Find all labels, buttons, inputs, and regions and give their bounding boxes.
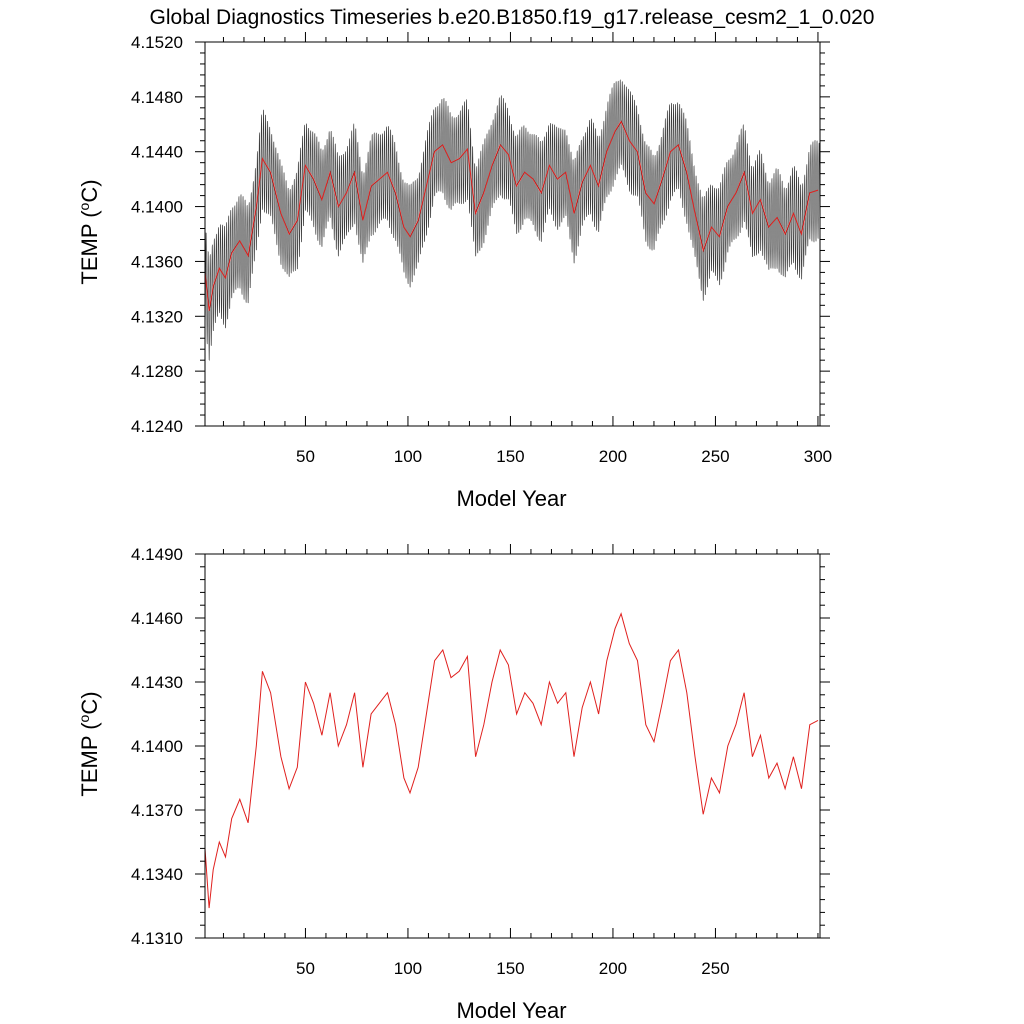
y-axis-label-superscript: o — [76, 714, 92, 722]
y-axis-label-unit: C) — [77, 179, 102, 202]
x-tick-label: 100 — [394, 959, 422, 978]
x-tick-label: 50 — [296, 959, 315, 978]
y-axis-label-unit: C) — [77, 691, 102, 714]
bottom-panel: 50 100 150 200 250 4.1310 4.1340 4.1370 4.1400 4.… — [76, 544, 830, 1023]
y-tick-label: 4.1360 — [131, 252, 183, 271]
x-tick-label: 50 — [296, 447, 315, 466]
annual-mean-line — [204, 612, 819, 909]
y-axis-label-superscript: o — [76, 202, 92, 210]
y-tick-label: 4.1490 — [131, 545, 183, 564]
y-tick-label: 4.1440 — [131, 143, 183, 162]
y-tick-label: 4.1520 — [131, 33, 183, 52]
x-tick-label: 200 — [599, 447, 627, 466]
x-tick-label: 300 — [804, 447, 832, 466]
y-tick-label: 4.1430 — [131, 673, 183, 692]
x-tick-label: 250 — [701, 447, 729, 466]
x-axis-label: Model Year — [456, 998, 566, 1023]
monthly-mean-line — [204, 79, 821, 361]
y-tick-label: 4.1310 — [131, 929, 183, 948]
y-tick-label: 4.1480 — [131, 88, 183, 107]
figure-title: Global Diagnostics Timeseries b.e20.B185… — [150, 6, 875, 29]
y-axis-label: TEMP (oC) — [76, 691, 102, 796]
y-tick-label: 4.1340 — [131, 865, 183, 884]
x-tick-label: 100 — [394, 447, 422, 466]
y-tick-label: 4.1280 — [131, 362, 183, 381]
x-tick-label: 250 — [701, 959, 729, 978]
y-axis-label-main: TEMP ( — [77, 722, 102, 797]
annual-mean-line — [204, 120, 819, 311]
x-tick-label: 200 — [599, 959, 627, 978]
y-tick-label: 4.1370 — [131, 801, 183, 820]
plot-frame — [204, 41, 821, 427]
y-tick-label: 4.1240 — [131, 417, 183, 436]
y-tick-label: 4.1320 — [131, 307, 183, 326]
x-tick-label: 150 — [496, 447, 524, 466]
y-tick-label: 4.1460 — [131, 609, 183, 628]
y-axis-label: TEMP (oC) — [76, 179, 102, 284]
y-axis-label-main: TEMP ( — [77, 210, 102, 285]
x-tick-label: 150 — [496, 959, 524, 978]
x-axis-label: Model Year — [456, 486, 566, 511]
top-panel: 50 100 150 200 250 300 4.1240 4.1280 4.1320 4.136… — [76, 32, 832, 511]
y-tick-label: 4.1400 — [131, 198, 183, 217]
y-tick-label: 4.1400 — [131, 737, 183, 756]
